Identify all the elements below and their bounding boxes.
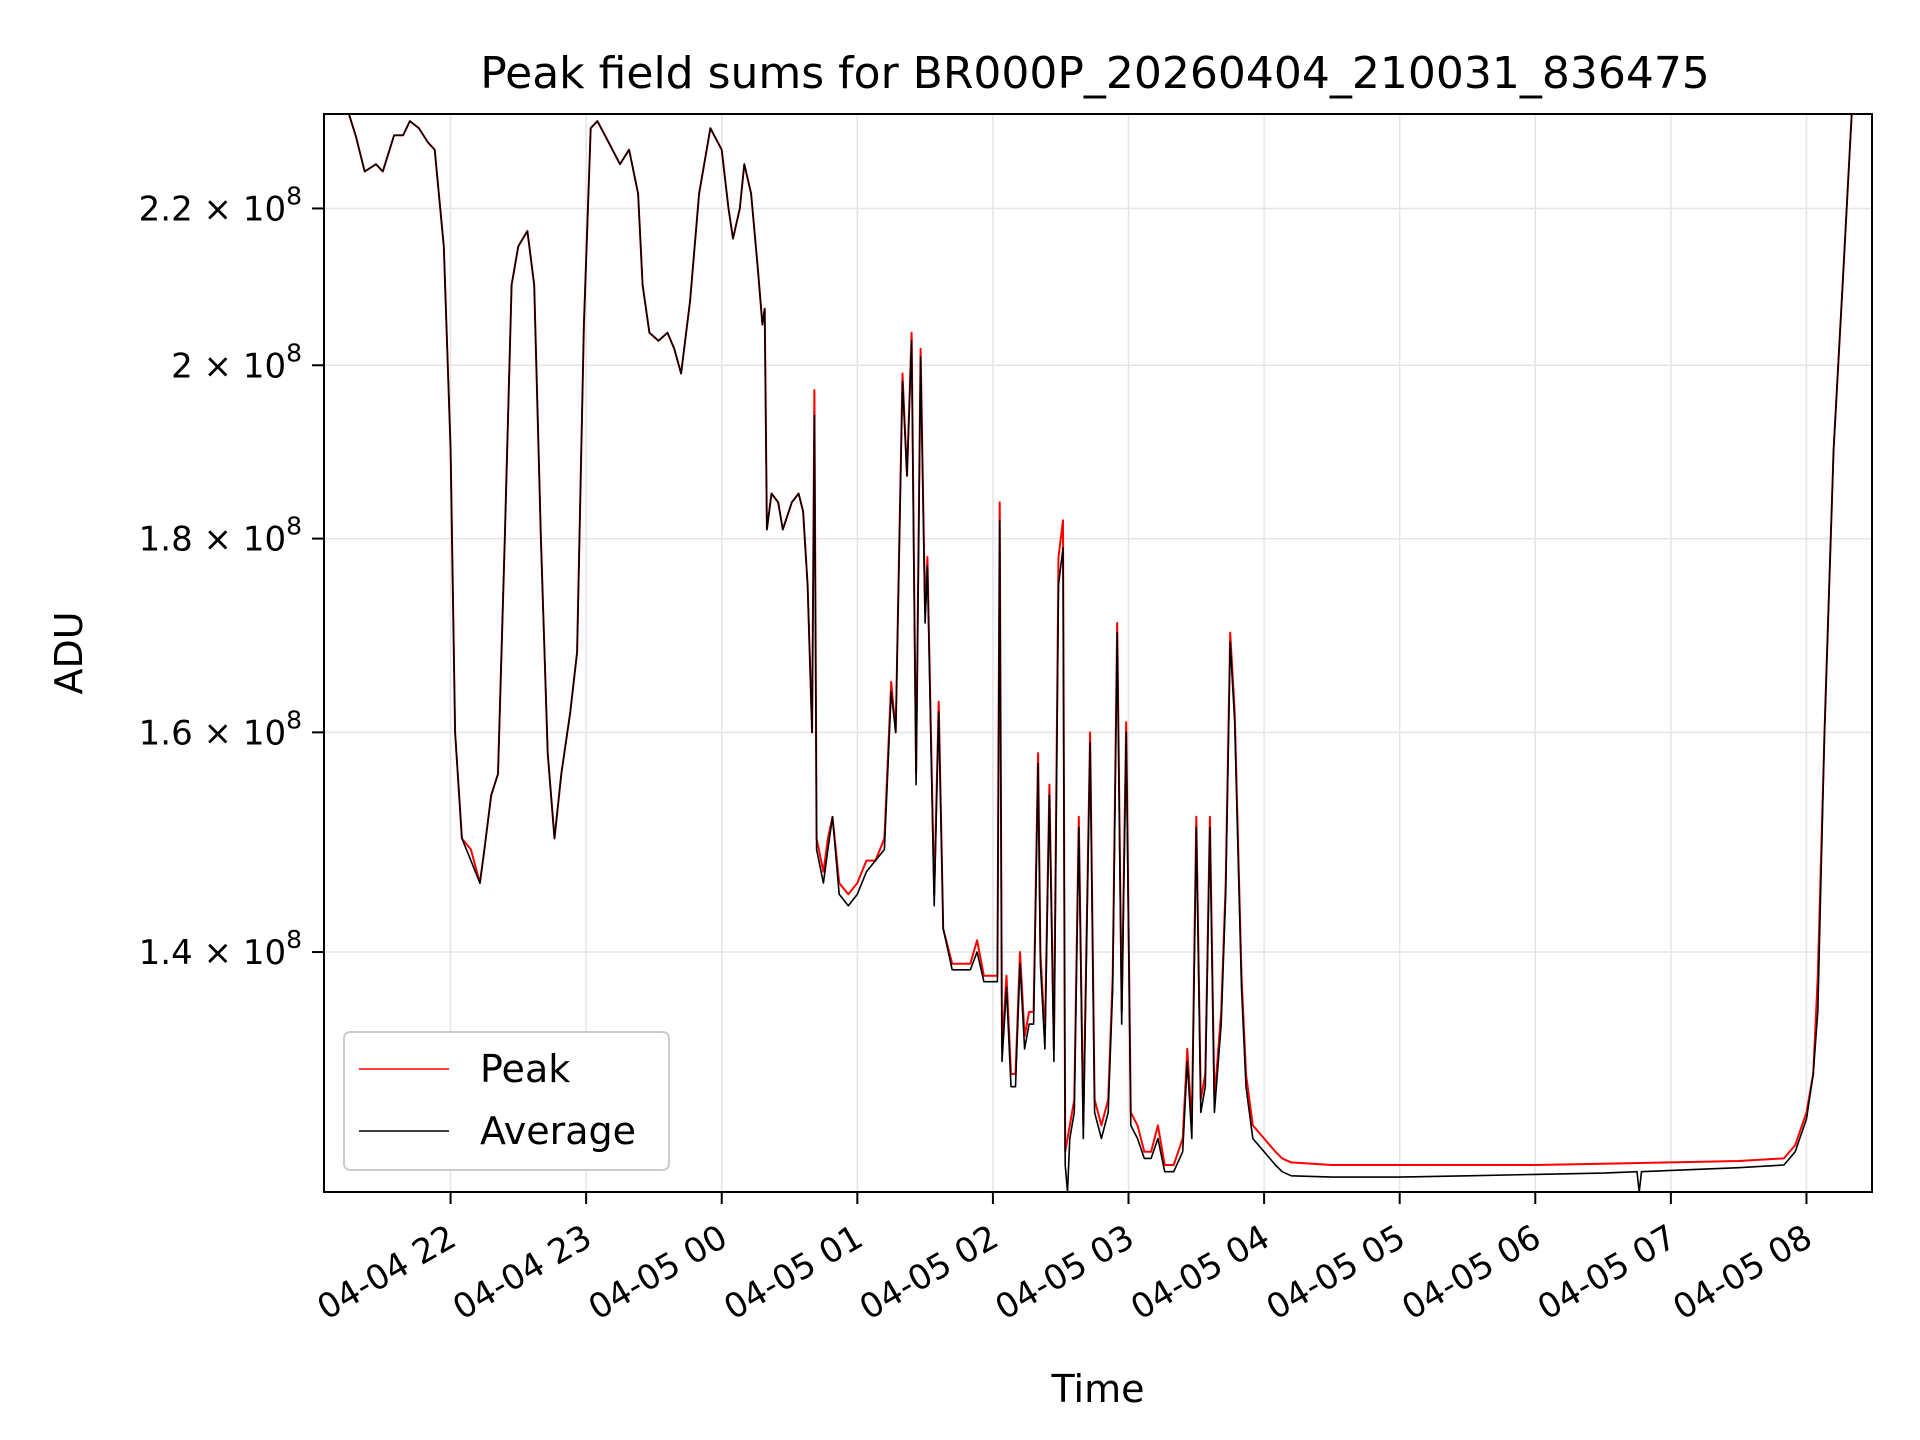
y-tick-label-2e8: 2 × 108 <box>171 338 302 386</box>
y-tick-label-1-6e8: 1.6 × 108 <box>139 705 302 753</box>
y-tick-label-1-4e8: 1.4 × 108 <box>139 925 302 973</box>
y-tick-label-2-2e8: 2.2 × 108 <box>139 181 302 229</box>
legend-label-average: Average <box>480 1109 636 1153</box>
plot-frame <box>323 113 1873 1193</box>
legend-label-peak: Peak <box>480 1047 570 1091</box>
plot-lines <box>324 113 1853 1193</box>
chart-title: Peak field sums for BR000P_20260404_2100… <box>480 48 1710 99</box>
legend: Peak Average <box>343 1031 670 1171</box>
x-axis-label: Time <box>1051 1367 1145 1411</box>
y-tick-label-1-8e8: 1.8 × 108 <box>139 512 302 560</box>
grid <box>324 114 1872 1192</box>
series-line-average <box>324 113 1853 1193</box>
y-axis-label: ADU <box>47 611 91 694</box>
y-axis-ticks: 1.4 × 108 1.6 × 108 1.8 × 108 2 × 108 2.2 × … <box>139 181 324 973</box>
legend-box <box>343 1031 670 1171</box>
